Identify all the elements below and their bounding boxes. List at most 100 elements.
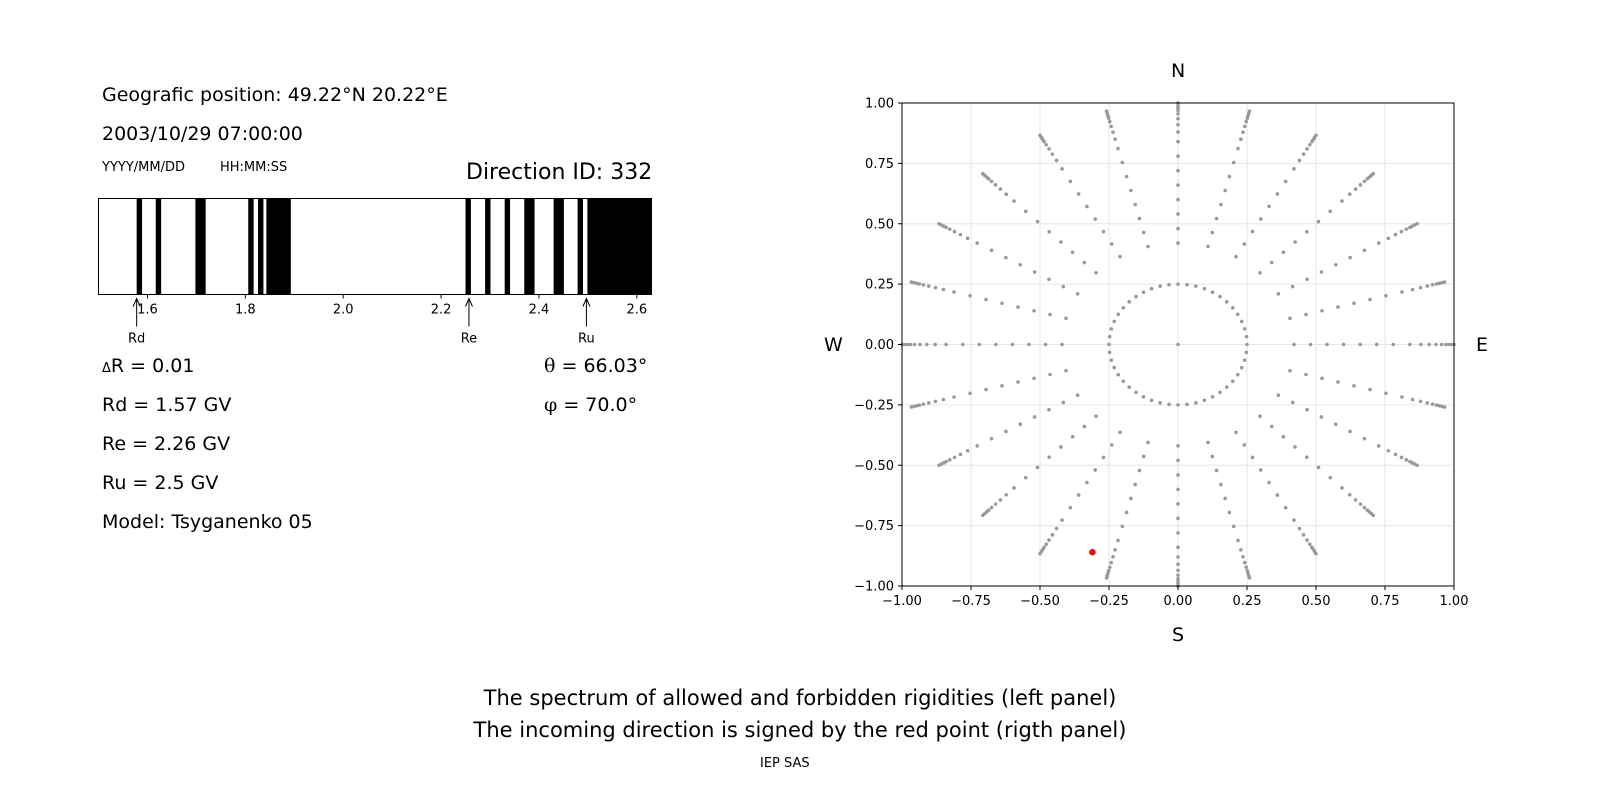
direction-point [1235, 372, 1240, 377]
direction-point [1112, 319, 1117, 324]
direction-point [1236, 538, 1240, 543]
ru-value: Ru = 2.5 GV [102, 472, 219, 494]
direction-point [1023, 475, 1028, 480]
forbidden-bar [587, 198, 652, 295]
direction-point [1307, 542, 1312, 547]
direction-point [1070, 250, 1075, 255]
forbidden-bar [266, 198, 291, 295]
direction-point [1362, 248, 1367, 253]
direction-point [1259, 468, 1263, 472]
direction-point [1425, 284, 1430, 288]
direction-point [1004, 429, 1008, 434]
direction-point [989, 179, 994, 184]
phi-symbol: φ [544, 394, 558, 416]
direction-point [1288, 368, 1292, 373]
direction-point [1362, 505, 1367, 510]
direction-point [1371, 513, 1375, 518]
direction-point [1107, 334, 1112, 339]
direction-point [1061, 284, 1066, 289]
direction-point [1176, 139, 1180, 144]
direction-point [1004, 255, 1008, 260]
x-tick-label: −0.50 [1020, 594, 1060, 609]
direction-point [1018, 422, 1023, 426]
direction-point [1305, 455, 1309, 460]
direction-point [1419, 342, 1423, 347]
direction-point [926, 284, 931, 288]
y-tick-label: −1.00 [854, 580, 894, 595]
direction-point [1107, 350, 1112, 355]
delta-r-value: R = 0.01 [110, 355, 195, 377]
direction-point [1038, 133, 1042, 138]
direction-point [1239, 547, 1243, 552]
direction-point [921, 283, 926, 287]
direction-point [1242, 560, 1247, 565]
direction-point [1391, 342, 1396, 347]
forbidden-bars [136, 198, 652, 295]
direction-point [1185, 282, 1189, 287]
direction-point [1109, 242, 1114, 246]
direction-point [933, 399, 938, 404]
direction-point [1146, 244, 1150, 249]
direction-point [1224, 300, 1229, 304]
direction-point [1047, 277, 1051, 282]
direction-point [1333, 422, 1338, 426]
direction-point [1358, 502, 1363, 506]
direction-point [1244, 334, 1249, 339]
direction-point [1210, 290, 1215, 295]
direction-point [1082, 260, 1087, 265]
delta-symbol: Δ [102, 361, 111, 376]
direction-point [1004, 192, 1009, 197]
direction-point [1134, 294, 1138, 299]
theta-line: θ = 66.03° [544, 355, 647, 377]
direction-point [1176, 168, 1180, 173]
direction-point [1425, 401, 1430, 405]
direction-point [1116, 538, 1120, 543]
direction-point [1231, 524, 1236, 529]
direction-point [1214, 216, 1219, 221]
direction-point [1250, 455, 1255, 460]
direction-point [1064, 316, 1068, 321]
direction-point [977, 342, 982, 347]
direction-point [1047, 538, 1051, 542]
direction-point [1176, 226, 1180, 231]
direction-point [993, 502, 998, 506]
direction-point [1120, 524, 1125, 529]
direction-point [1314, 551, 1318, 556]
forbidden-bar [465, 198, 471, 295]
direction-point [1371, 171, 1375, 176]
direction-point [1032, 376, 1036, 381]
forbidden-bar [136, 198, 143, 295]
direction-point [1219, 482, 1223, 487]
direction-point [1258, 414, 1262, 419]
direction-point [1368, 297, 1372, 302]
direction-point [1443, 342, 1448, 347]
direction-point [1118, 430, 1122, 435]
direction-point [1316, 465, 1321, 470]
direction-point [1347, 492, 1352, 497]
direction-point [1218, 390, 1222, 395]
direction-point [1060, 518, 1064, 522]
direction-point [1239, 137, 1243, 142]
direction-point [1404, 458, 1409, 462]
direction-point [1427, 342, 1431, 347]
direction-point [1176, 282, 1180, 286]
direction-point [1176, 112, 1180, 116]
rd-value: Rd = 1.57 GV [102, 394, 232, 416]
direction-point [1210, 230, 1215, 235]
direction-point [1016, 305, 1020, 309]
scatter-axis-ticks: −1.00−1.00 −0.75 −0.75 −0.50 −0.50 −0.25 −0.25… [854, 97, 1468, 610]
direction-point [1297, 526, 1302, 531]
direction-point [925, 342, 929, 347]
direction-point [1176, 555, 1180, 559]
direction-point [1047, 229, 1051, 234]
direction-point [1109, 443, 1114, 447]
direction-point [1418, 285, 1423, 290]
direction-point [926, 401, 931, 405]
direction-point [941, 287, 946, 292]
y-tick-label: 0.75 [865, 157, 894, 172]
direction-point [909, 280, 914, 284]
direction-point [960, 342, 965, 347]
direction-point [952, 229, 957, 234]
direction-point [1267, 204, 1271, 209]
direction-point [1353, 187, 1358, 191]
